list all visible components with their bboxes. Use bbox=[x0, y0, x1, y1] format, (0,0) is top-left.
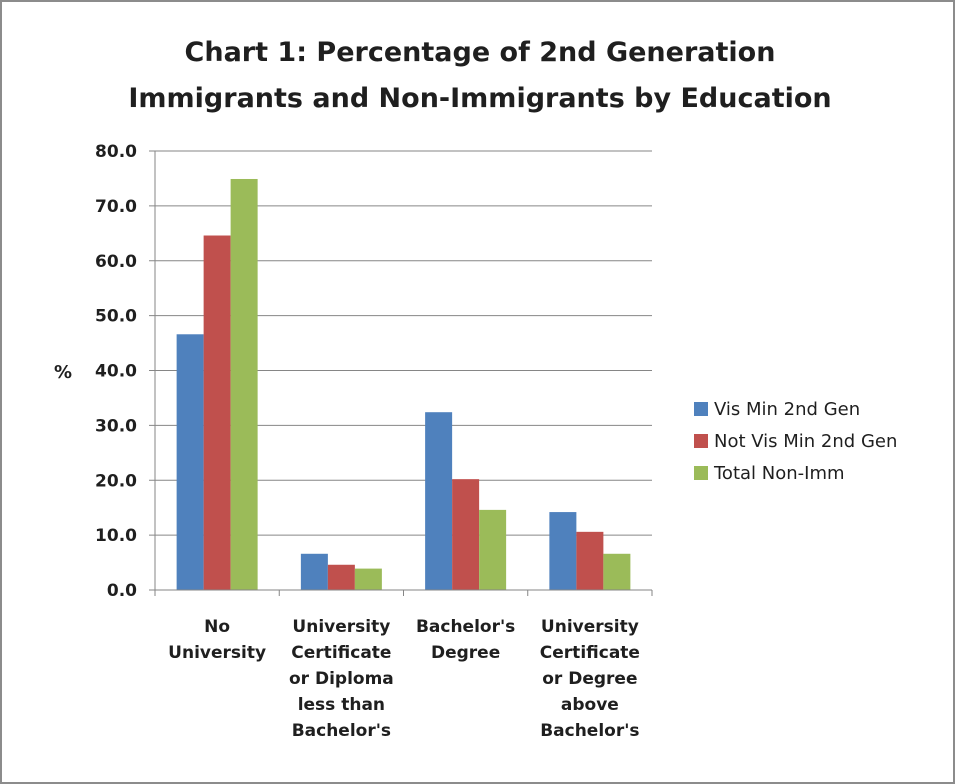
bar bbox=[576, 531, 604, 590]
y-tick-label: 10.0 bbox=[95, 526, 137, 546]
bars bbox=[176, 178, 631, 590]
chart-title-line-1: Chart 1: Percentage of 2nd Generation bbox=[184, 37, 776, 68]
legend-label-not-vis-min: Not Vis Min 2nd Gen bbox=[714, 430, 898, 452]
x-category-label: Certificate bbox=[291, 643, 391, 663]
x-category-label: University bbox=[541, 617, 639, 637]
legend-label-total-non-imm: Total Non-Imm bbox=[714, 462, 845, 484]
x-category-label: above bbox=[561, 695, 619, 715]
y-axis-label: % bbox=[54, 362, 72, 383]
y-tick-label: 0.0 bbox=[107, 581, 137, 601]
x-category-label: or Diploma bbox=[289, 669, 394, 689]
y-tick-label: 40.0 bbox=[95, 362, 137, 382]
bar bbox=[549, 512, 577, 590]
legend-item-total-non-imm: Total Non-Imm bbox=[694, 457, 897, 489]
axes bbox=[149, 150, 653, 596]
bar bbox=[176, 334, 204, 590]
legend-swatch-total-non-imm bbox=[694, 466, 708, 480]
bar bbox=[452, 479, 480, 590]
y-tick-label: 50.0 bbox=[95, 307, 137, 327]
y-tick-labels: 0.0 10.0 20.0 30.0 40.0 50.0 60.0 70.0 80.0 bbox=[95, 142, 137, 601]
x-category-label: Degree bbox=[431, 643, 500, 663]
x-category-label: No bbox=[204, 617, 230, 637]
x-category-labels: No University University Certificate or Dipl… bbox=[168, 617, 640, 741]
legend-swatch-vis-min bbox=[694, 402, 708, 416]
bar bbox=[300, 553, 328, 590]
bar bbox=[203, 235, 231, 590]
bar bbox=[479, 509, 507, 590]
y-tick-label: 70.0 bbox=[95, 197, 137, 217]
legend-item-not-vis-min: Not Vis Min 2nd Gen bbox=[694, 425, 897, 457]
x-category-label: or Degree bbox=[542, 669, 637, 689]
bar bbox=[230, 178, 258, 590]
x-category-label: Bachelor's bbox=[540, 721, 639, 741]
bar bbox=[327, 564, 355, 590]
x-category-label: less than bbox=[298, 695, 385, 715]
bar bbox=[425, 412, 453, 590]
chart-title-line-2: Immigrants and Non-Immigrants by Educati… bbox=[128, 83, 832, 114]
x-category-label: Bachelor's bbox=[416, 617, 515, 637]
x-category-label: University bbox=[168, 643, 266, 663]
bar bbox=[603, 553, 631, 590]
legend: Vis Min 2nd Gen Not Vis Min 2nd Gen Tota… bbox=[694, 393, 897, 489]
y-tick-label: 60.0 bbox=[95, 252, 137, 272]
x-category-label: Certificate bbox=[540, 643, 640, 663]
y-tick-label: 80.0 bbox=[95, 142, 137, 162]
bar bbox=[354, 568, 382, 590]
x-category-label: Bachelor's bbox=[292, 721, 391, 741]
y-tick-label: 20.0 bbox=[95, 471, 137, 491]
legend-item-vis-min: Vis Min 2nd Gen bbox=[694, 393, 897, 425]
y-tick-label: 30.0 bbox=[95, 416, 137, 436]
legend-swatch-not-vis-min bbox=[694, 434, 708, 448]
chart-title: Chart 1: Percentage of 2nd Generation Im… bbox=[70, 30, 890, 122]
x-category-label: University bbox=[292, 617, 390, 637]
legend-label-vis-min: Vis Min 2nd Gen bbox=[714, 398, 861, 420]
